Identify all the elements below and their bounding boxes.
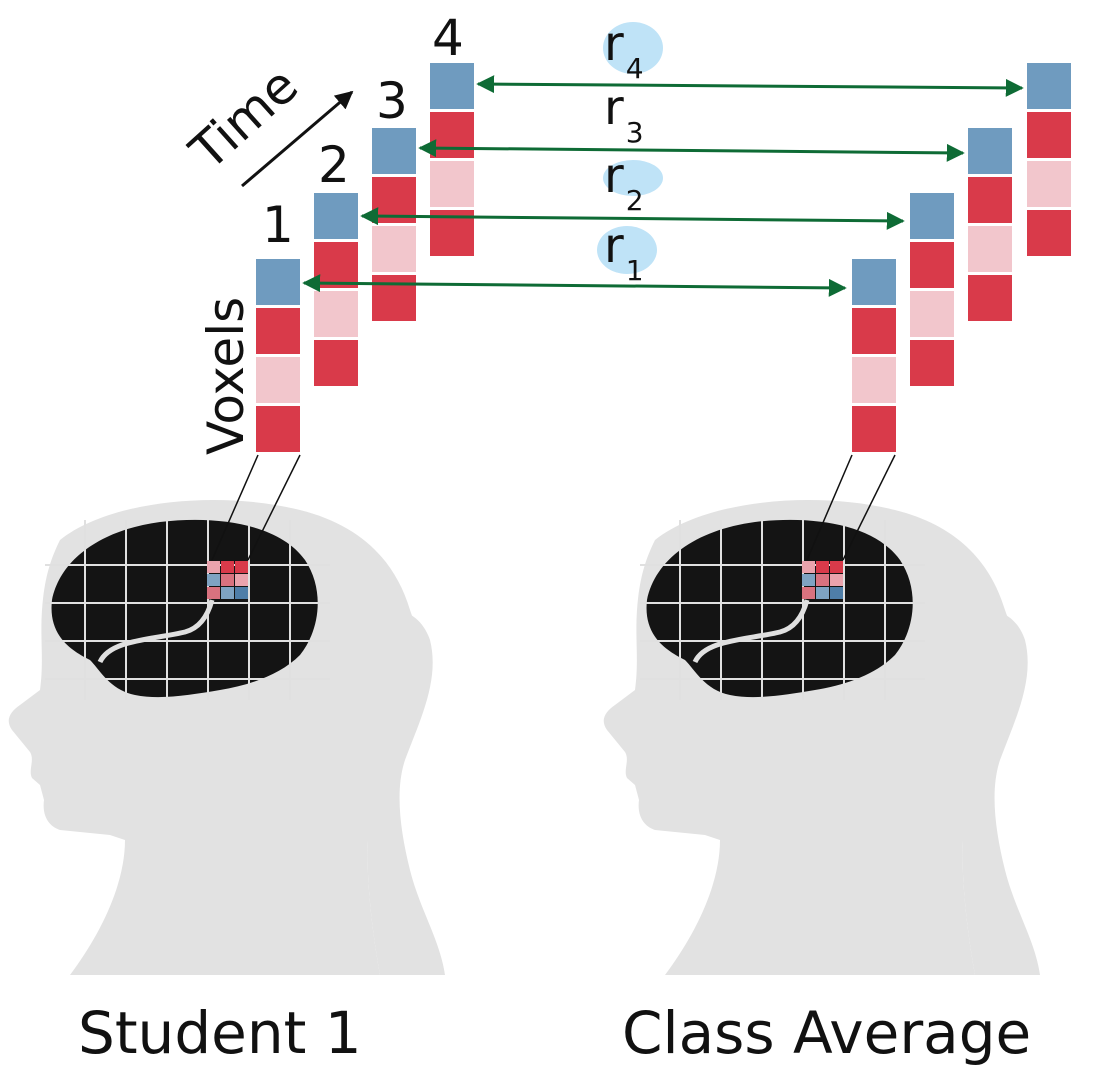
voxel-cell (372, 128, 416, 174)
student-voxel-column-t3 (372, 128, 416, 321)
voxel-cell (314, 340, 358, 386)
timepoint-labels: 1 2 3 4 (262, 9, 464, 254)
arrow-r4 (476, 75, 1024, 97)
average-voxel-column-t4 (1027, 63, 1071, 256)
voxel-cell (1027, 112, 1071, 158)
r4-label: r4 (604, 16, 644, 85)
average-voxel-column-t1 (852, 259, 896, 452)
voxel-cell (314, 291, 358, 337)
voxel-cell (1027, 63, 1071, 109)
voxel-cell (852, 308, 896, 354)
voxel-cell (910, 242, 954, 288)
voxel-cell (256, 308, 300, 354)
voxel-cell (968, 177, 1012, 223)
voxel-cell (968, 128, 1012, 174)
r2-label: r2 (604, 148, 644, 217)
r-labels: r1 r2 r3 r4 (604, 16, 644, 287)
voxel-cell (852, 357, 896, 403)
voxel-cell (430, 63, 474, 109)
voxel-cell (910, 340, 954, 386)
voxel-cell (256, 357, 300, 403)
student-brain-patch (207, 561, 248, 599)
student-zoom-lines (211, 454, 301, 561)
voxel-cell (968, 226, 1012, 272)
voxel-cell (968, 275, 1012, 321)
voxel-cell (256, 406, 300, 452)
timepoint-1: 1 (262, 196, 294, 254)
voxel-cell (430, 161, 474, 207)
voxel-cell (1027, 161, 1071, 207)
student-brain (45, 519, 330, 700)
time-label: Time (178, 56, 308, 182)
voxel-cell (852, 406, 896, 452)
arrow-r1 (302, 274, 847, 297)
average-brain-patch (802, 561, 843, 599)
voxel-cell (372, 226, 416, 272)
r1-label: r1 (604, 218, 644, 287)
r3-label: r3 (604, 80, 644, 149)
voxel-cell (314, 242, 358, 288)
voxel-cell (1027, 210, 1071, 256)
arrow-r3 (418, 139, 965, 162)
timepoint-4: 4 (432, 9, 464, 67)
timepoint-3: 3 (376, 72, 408, 130)
voxel-cell (910, 291, 954, 337)
voxel-cell (256, 259, 300, 305)
arrow-r2 (360, 207, 905, 230)
voxel-cell (910, 193, 954, 239)
voxel-cell (372, 275, 416, 321)
timepoint-2: 2 (318, 136, 350, 194)
student-voxel-column-t2 (314, 193, 358, 386)
student-voxel-column-t1 (256, 259, 300, 452)
student-label: Student 1 (78, 999, 362, 1067)
student-voxel-column-t4 (430, 63, 474, 256)
average-voxel-column-t2 (910, 193, 954, 386)
voxel-cell (314, 193, 358, 239)
average-brain (640, 519, 925, 700)
r-label-highlights (597, 22, 663, 274)
average-label: Class Average (622, 999, 1031, 1067)
voxel-cell (430, 112, 474, 158)
average-zoom-lines (806, 454, 896, 561)
voxel-cell (852, 259, 896, 305)
voxels-label: Voxels (197, 297, 255, 455)
correlation-arrows (302, 75, 1024, 297)
time-arrow (241, 90, 354, 188)
average-voxel-column-t3 (968, 128, 1012, 321)
